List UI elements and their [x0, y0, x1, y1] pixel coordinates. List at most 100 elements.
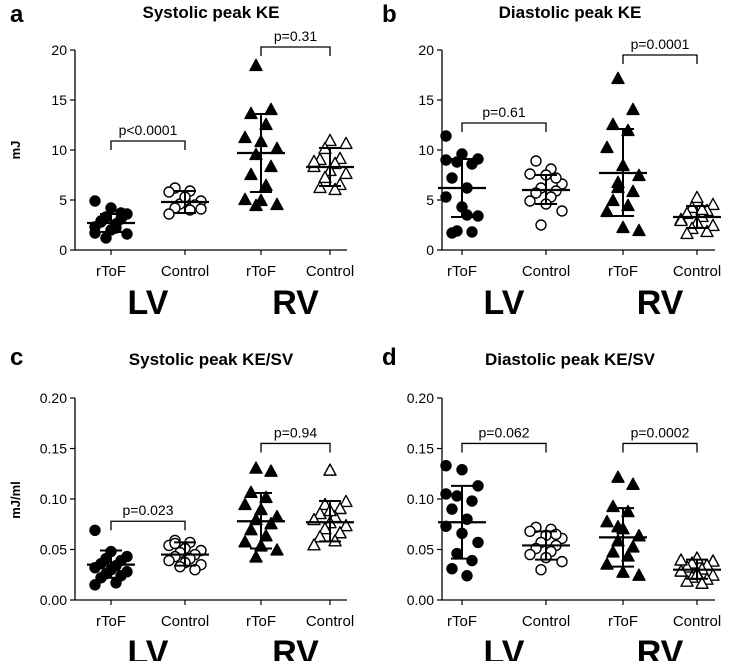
y-tick-label: 5: [59, 192, 67, 208]
data-point: [524, 195, 536, 207]
panel-label: a: [10, 1, 24, 28]
data-point: [466, 495, 478, 507]
data-point: [328, 182, 342, 196]
data-point: [626, 102, 640, 116]
data-point: [440, 154, 452, 166]
data-point: [339, 166, 353, 180]
panel-label: b: [382, 1, 397, 28]
data-point: [556, 555, 568, 568]
series-2: [237, 58, 285, 212]
data-point: [695, 576, 709, 589]
data-point: [680, 226, 694, 240]
series-1: [522, 155, 570, 231]
data-point: [616, 565, 630, 578]
data-point: [195, 203, 207, 215]
data-point: [333, 526, 347, 539]
group-label: LV: [128, 284, 169, 322]
data-point: [632, 568, 646, 581]
data-point: [706, 218, 720, 232]
y-tick-label: 0.05: [407, 542, 434, 558]
group-label: RV: [272, 284, 319, 322]
group-label: LV: [484, 634, 525, 661]
data-point: [621, 549, 635, 562]
data-point: [446, 562, 458, 575]
panel-d: d Diastolic peak KE/SV 0.00 0.05 0.10 0.15 0.2…: [382, 344, 721, 661]
data-point: [440, 459, 452, 472]
data-point: [339, 494, 353, 508]
panel-label: d: [382, 344, 397, 371]
data-point: [621, 504, 635, 518]
y-tick-label: 0.00: [40, 592, 67, 608]
data-point: [238, 535, 252, 548]
p-value-label: p=0.0001: [631, 36, 690, 52]
series-1: [161, 534, 209, 576]
data-point: [611, 519, 625, 533]
y-tick-label: 0.10: [40, 491, 67, 507]
group-label: RV: [637, 284, 684, 322]
series-3: [673, 551, 721, 589]
data-point: [606, 545, 620, 558]
comparison-bracket: [260, 46, 331, 56]
data-point: [626, 540, 640, 553]
y-tick-label: 15: [418, 92, 434, 108]
data-point: [446, 172, 458, 184]
data-point: [472, 210, 484, 222]
data-point: [259, 178, 273, 192]
data-point: [611, 180, 625, 194]
data-point: [461, 209, 473, 221]
data-point: [259, 117, 273, 131]
series-2: [237, 461, 285, 563]
data-point: [706, 197, 720, 211]
data-point: [249, 58, 263, 72]
data-point: [259, 529, 273, 542]
data-point: [238, 192, 252, 206]
y-tick-label: 15: [51, 92, 67, 108]
data-point: [244, 106, 258, 120]
data-point: [626, 477, 640, 490]
y-tick-label: 0: [59, 242, 67, 258]
y-tick-label: 0.15: [40, 441, 67, 457]
data-point: [446, 503, 458, 515]
series-3: [673, 190, 721, 240]
comparison-bracket: [461, 122, 547, 132]
y-tick-label: 5: [426, 192, 434, 208]
comparison-bracket: [622, 54, 698, 64]
data-point: [259, 490, 273, 504]
x-tick-label: rToF: [447, 263, 477, 280]
y-tick-label: 0.05: [40, 542, 67, 558]
data-point: [466, 158, 478, 170]
comparison-bracket: [110, 140, 186, 150]
data-point: [121, 228, 133, 240]
x-tick-label: rToF: [96, 263, 126, 280]
data-point: [264, 102, 278, 116]
y-tick-label: 10: [418, 142, 434, 158]
x-tick-label: Control: [522, 613, 570, 630]
data-point: [270, 543, 284, 556]
series-1: [522, 521, 570, 576]
data-point: [680, 574, 694, 587]
series-0: [438, 459, 486, 582]
data-point: [680, 206, 694, 220]
x-tick-label: Control: [161, 613, 209, 630]
group-label: LV: [128, 634, 169, 661]
data-point: [606, 117, 620, 131]
data-point: [264, 464, 278, 477]
data-point: [524, 548, 536, 561]
data-point: [313, 506, 327, 520]
data-point: [440, 488, 452, 500]
data-point: [695, 202, 709, 216]
y-tick-label: 0.15: [407, 441, 434, 457]
series-3: [306, 133, 354, 196]
data-point: [244, 167, 258, 181]
data-point: [328, 534, 342, 547]
x-tick-label: Control: [161, 263, 209, 280]
data-point: [318, 497, 332, 511]
x-tick-label: Control: [673, 263, 721, 280]
data-point: [472, 536, 484, 549]
data-point: [264, 159, 278, 173]
data-point: [446, 227, 458, 239]
chart-title: Diastolic peak KE: [499, 3, 642, 22]
data-point: [600, 204, 614, 218]
data-point: [318, 522, 332, 535]
